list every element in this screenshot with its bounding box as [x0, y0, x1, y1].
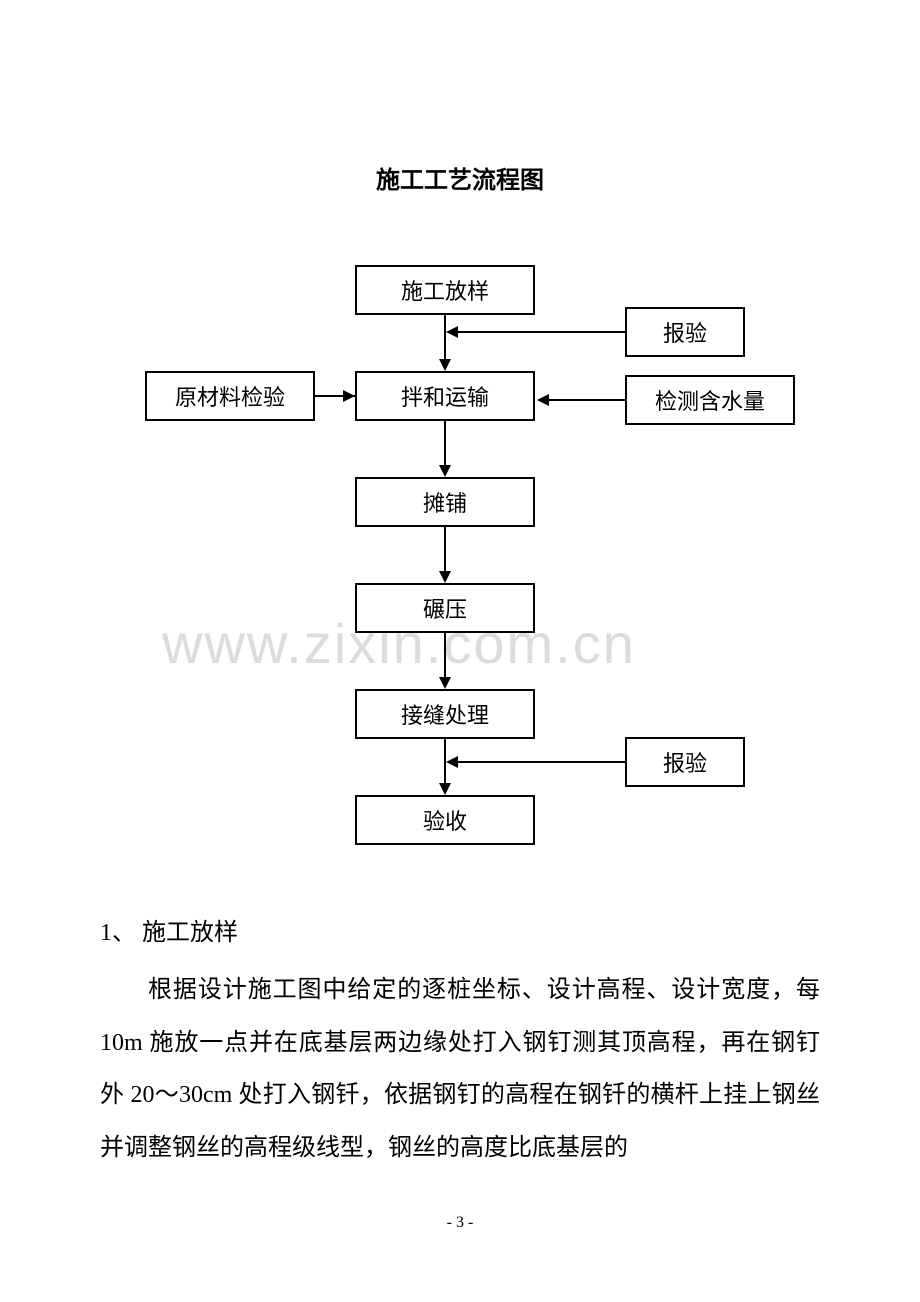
node-step5: 接缝处理 [355, 689, 535, 739]
arrow-head [439, 465, 451, 477]
edge [457, 331, 625, 333]
node-side-report2: 报验 [625, 737, 745, 787]
node-label: 碾压 [423, 592, 467, 624]
node-label: 验收 [423, 804, 467, 836]
arrow-head [439, 359, 451, 371]
node-label: 报验 [663, 746, 707, 778]
edge [548, 399, 625, 401]
node-label: 原材料检验 [175, 380, 285, 412]
node-label: 拌和运输 [401, 380, 489, 412]
node-step6: 验收 [355, 795, 535, 845]
arrow-head [439, 571, 451, 583]
node-label: 摊铺 [423, 486, 467, 518]
node-label: 接缝处理 [401, 698, 489, 730]
node-side-report1: 报验 [625, 307, 745, 357]
node-step4: 碾压 [355, 583, 535, 633]
body-paragraph: 根据设计施工图中给定的逐桩坐标、设计高程、设计宽度，每 10m 施放一点并在底基… [100, 964, 820, 1175]
arrow-head [343, 390, 355, 402]
arrow-head [537, 394, 549, 406]
arrow-head [439, 783, 451, 795]
node-label: 检测含水量 [655, 384, 765, 416]
node-step1: 施工放样 [355, 265, 535, 315]
section-title: 施工放样 [142, 920, 238, 946]
node-side-moisture: 检测含水量 [625, 375, 795, 425]
node-label: 施工放样 [401, 274, 489, 306]
page-title: 施工工艺流程图 [100, 160, 820, 195]
section-heading: 1、 施工放样 [100, 907, 820, 960]
node-step3: 摊铺 [355, 477, 535, 527]
flowchart: www.zixin.com.cn 施工放样 拌和运输 摊铺 碾压 接缝处理 验收… [100, 265, 820, 875]
arrow-head [446, 326, 458, 338]
edge [457, 761, 625, 763]
node-step2: 拌和运输 [355, 371, 535, 421]
edge [444, 421, 446, 466]
edge [444, 633, 446, 678]
page-number: - 3 - [0, 1214, 920, 1232]
arrow-head [439, 677, 451, 689]
node-side-material: 原材料检验 [145, 371, 315, 421]
section-number: 1、 [100, 920, 136, 946]
edge [444, 527, 446, 572]
node-label: 报验 [663, 316, 707, 348]
arrow-head [446, 756, 458, 768]
